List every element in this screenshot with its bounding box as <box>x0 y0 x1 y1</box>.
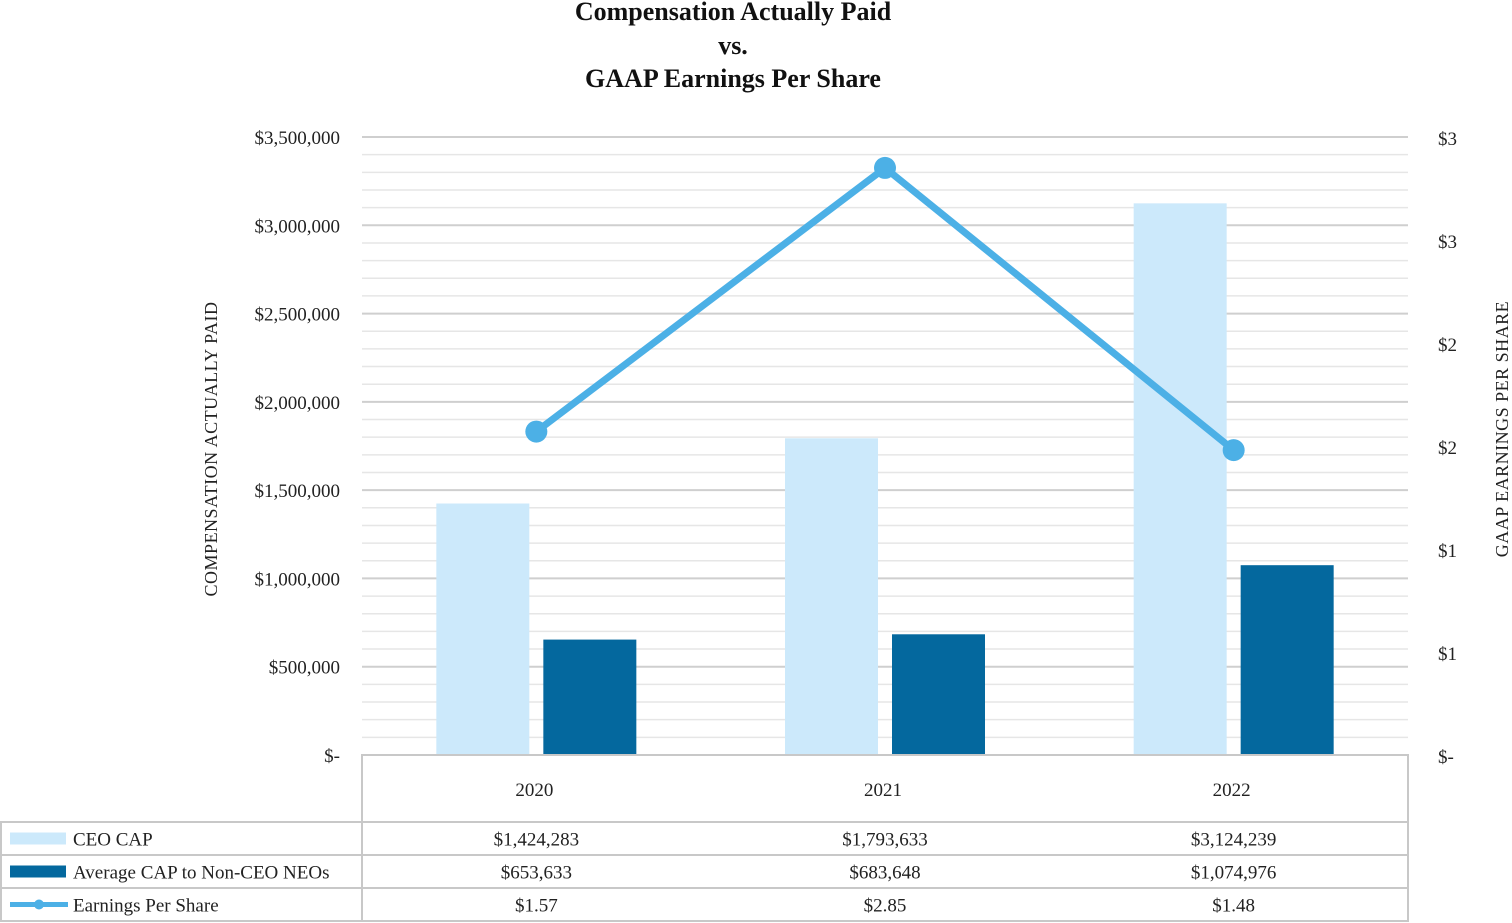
legend-key-ceo-cap <box>10 832 66 845</box>
y-right-tick-label: $1 <box>1438 541 1457 562</box>
legend-key-average-cap-to-non-ceo-neos <box>10 865 66 878</box>
legend-label: Average CAP to Non-CEO NEOs <box>73 863 329 884</box>
bar-average-cap-to-non-ceo-neos-2021 <box>892 634 985 755</box>
bar-average-cap-to-non-ceo-neos-2020 <box>543 639 637 755</box>
y-left-tick-label: $- <box>324 746 340 767</box>
bar-ceo-cap-2020 <box>436 503 530 755</box>
bar-ceo-cap-2021 <box>785 438 878 755</box>
gridlines <box>362 136 1408 739</box>
eps-line-series <box>525 156 1245 462</box>
table-cell-value: $1,424,283 <box>494 830 580 851</box>
y-right-tick-label: $2 <box>1438 335 1457 356</box>
bar-ceo-cap-2022 <box>1133 203 1227 756</box>
bar-average-cap-to-non-ceo-neos-2022 <box>1240 565 1334 755</box>
y-left-axis-title: COMPENSATION ACTUALLY PAID <box>201 302 221 597</box>
chart-title-line-3: GAAP Earnings Per Share <box>585 64 881 93</box>
table-cell-value: $683,648 <box>849 863 920 884</box>
table-cell-value: $1.57 <box>515 896 558 917</box>
chart-title-line-1: Compensation Actually Paid <box>575 0 892 26</box>
y-left-tick-label: $3,000,000 <box>255 216 341 237</box>
bars <box>436 203 1334 756</box>
eps-point-2020 <box>525 420 548 443</box>
legend-label: CEO CAP <box>73 830 153 851</box>
y-right-tick-label: $2 <box>1438 438 1457 459</box>
y-right-tick-label: $3 <box>1438 232 1457 253</box>
category-label-2021: 2021 <box>864 780 902 801</box>
y-left-tick-label: $2,500,000 <box>255 305 341 326</box>
legend-key-earnings-marker <box>34 899 44 910</box>
table-row: Average CAP to Non-CEO NEOs $653,633 $683,… <box>10 863 1276 884</box>
y-left-tick-label: $500,000 <box>269 658 340 679</box>
eps-line <box>532 164 1238 454</box>
y-left-tick-label: $1,500,000 <box>255 481 341 502</box>
legend-label: Earnings Per Share <box>73 896 219 917</box>
chart-title-line-2: vs. <box>718 31 748 60</box>
table-cell-value: $1,793,633 <box>842 830 928 851</box>
y-left-tick-label: $2,000,000 <box>255 393 341 414</box>
table-body-box <box>0 821 1409 922</box>
y-right-tick-label: $1 <box>1438 644 1457 665</box>
table-cell-value: $2.85 <box>864 896 907 917</box>
y-left-tick-label: $1,000,000 <box>255 569 341 590</box>
chart-title: Compensation Actually Paid vs. GAAP Earnin… <box>575 0 892 93</box>
data-table: 2020 2021 2022 CEO CAP $1,424,283 $1,793,633 $… <box>0 754 1409 922</box>
y-right-tick-label: $- <box>1438 747 1454 768</box>
eps-point-2021 <box>874 156 896 179</box>
y-right-tick-label: $3 <box>1438 129 1457 150</box>
table-cell-value: $653,633 <box>501 863 572 884</box>
table-row: CEO CAP $1,424,283 $1,793,633 $3,124,239 <box>10 830 1276 851</box>
table-cell-value: $1.48 <box>1212 896 1255 917</box>
category-label-2020: 2020 <box>515 780 553 801</box>
y-left-tick-label: $3,500,000 <box>255 128 341 149</box>
table-row: Earnings Per Share $1.57 $2.85 $1.48 <box>10 896 1255 917</box>
y-right-axis-title: GAAP EARNINGS PER SHARE <box>1492 301 1512 557</box>
table-cell-value: $3,124,239 <box>1191 830 1277 851</box>
table-cell-value: $1,074,976 <box>1191 863 1277 884</box>
category-label-2022: 2022 <box>1213 780 1251 801</box>
eps-point-2022 <box>1222 439 1245 462</box>
